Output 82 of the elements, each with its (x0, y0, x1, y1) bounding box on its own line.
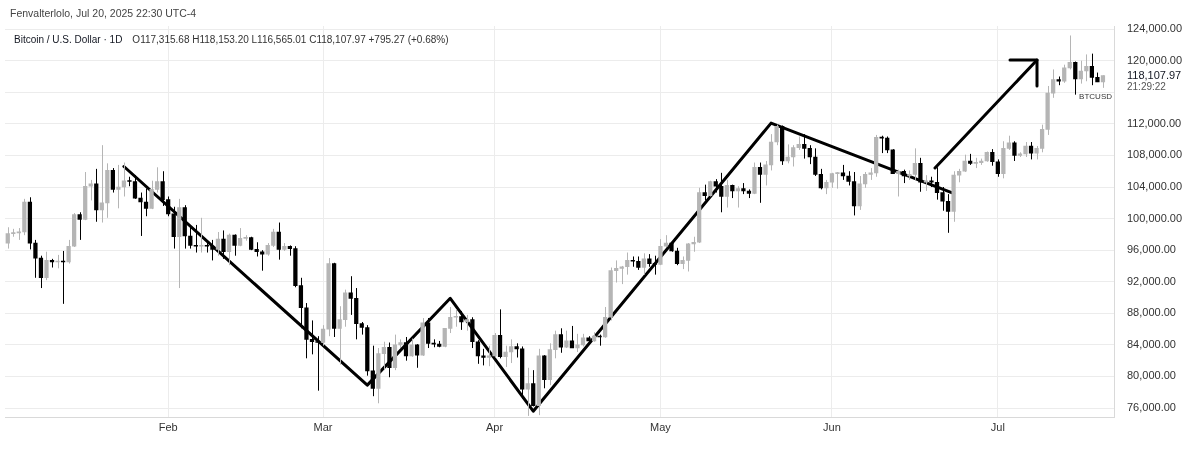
candlestick (918, 157, 923, 193)
candlestick (193, 224, 198, 254)
x-tick-label: Jul (990, 421, 1005, 434)
candlestick (77, 211, 82, 241)
candlestick (763, 160, 768, 186)
candlestick (320, 324, 326, 347)
candlestick (426, 317, 431, 349)
candlestick (88, 179, 93, 201)
candlestick (221, 229, 226, 260)
y-tick-label: 112,000.00 (1127, 116, 1182, 129)
x-tick-label: Apr (485, 421, 504, 434)
candlestick (896, 169, 901, 197)
candlestick (121, 162, 127, 197)
candlestick (1062, 64, 1067, 84)
candlestick (503, 345, 508, 368)
candlestick (138, 192, 143, 237)
candlestick (857, 175, 862, 211)
candlestick (724, 179, 729, 209)
candlestick (215, 231, 221, 257)
x-tick-label: Jun (823, 421, 841, 434)
candlestick (232, 233, 237, 257)
text: 21:29:22 (1127, 81, 1167, 93)
y-tick-label: 92,000.00 (1127, 274, 1176, 287)
candlestick (807, 144, 812, 165)
candlestick (188, 225, 193, 250)
candlestick (459, 310, 464, 331)
y-tick-label: 104,000.00 (1127, 180, 1183, 193)
candlestick (143, 188, 149, 217)
candlestick (791, 144, 796, 167)
candlestick (226, 233, 232, 266)
candlestick (38, 255, 44, 289)
candlestick (44, 251, 49, 281)
x-tick-label: May (650, 421, 672, 434)
candlestick (33, 239, 38, 279)
text: Fenvalterlolo, Jul 20, 2025 22:30 UTC-4 (10, 6, 197, 19)
candlestick (912, 147, 918, 181)
candlestick (1073, 61, 1078, 96)
candlestick (116, 164, 121, 209)
candlestick (768, 133, 774, 171)
candlestick (1067, 34, 1072, 70)
y-tick-label: 96,000.00 (1127, 243, 1176, 256)
candlestick (818, 168, 823, 190)
candlestick (110, 167, 115, 194)
candlestick (558, 327, 564, 354)
candlestick (171, 206, 176, 250)
candlestick (392, 334, 398, 371)
candlestick (1012, 140, 1017, 162)
candlestick (508, 338, 514, 364)
y-tick-label: 76,000.00 (1127, 401, 1176, 414)
candlestick (1051, 68, 1056, 99)
candlestick (641, 252, 646, 276)
candlestick (575, 333, 580, 353)
y-tick-label: 124,000.00 (1127, 22, 1183, 35)
candlestick (276, 222, 281, 261)
x-tick-label: Mar (313, 421, 333, 434)
y-tick-label: 84,000.00 (1127, 337, 1176, 350)
candlestick (370, 345, 375, 397)
y-tick-label: 100,000.00 (1127, 211, 1183, 224)
y-tick-label: 80,000.00 (1127, 369, 1176, 382)
text: 118,107.97 (1127, 68, 1182, 81)
annotation: BTCUSD (1079, 92, 1113, 102)
candlestick (199, 217, 204, 254)
candlestick (757, 162, 763, 204)
candlestick (525, 367, 530, 417)
candlestick (492, 332, 497, 359)
candlestick (603, 306, 608, 339)
y-tick-label: 88,000.00 (1127, 306, 1176, 319)
candlestick (387, 342, 392, 378)
candlestick (774, 124, 779, 146)
candlestick (403, 336, 409, 362)
x-tick-label: Feb (158, 421, 178, 434)
y-tick-label: 120,000.00 (1127, 53, 1183, 66)
candlestick (813, 147, 818, 177)
candlestick (802, 133, 807, 160)
candlestick (735, 185, 741, 209)
candlestick (409, 338, 414, 358)
candlestick (381, 341, 387, 371)
y-tick-label: 108,000.00 (1127, 148, 1183, 161)
candlestick (531, 369, 536, 407)
candlestick (453, 308, 458, 328)
text: O117,315.68 H118,153.20 L116,565.01 C118,107.97 +795.27 (+0.68%) (132, 33, 449, 45)
text: Bitcoin / U.S. Dollar · 1D (14, 33, 123, 45)
